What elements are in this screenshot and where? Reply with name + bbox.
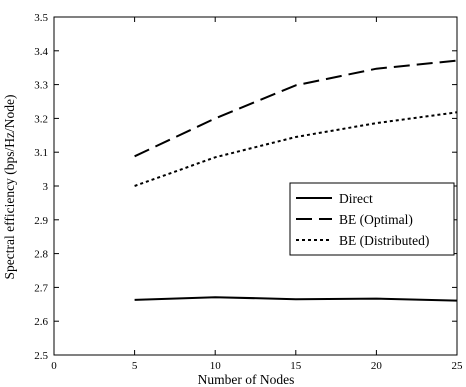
- y-tick-label: 3.5: [34, 12, 48, 24]
- legend: Direct BE (Optimal) BE (Distributed): [289, 182, 455, 256]
- y-tick-label: 3.2: [34, 113, 48, 125]
- y-tick-label: 3: [43, 181, 49, 193]
- series-line-2: [134, 59, 458, 158]
- y-tick-label: 2.7: [34, 282, 48, 294]
- y-tick-label: 3.3: [34, 80, 48, 92]
- x-tick-label: 25: [452, 360, 464, 372]
- x-axis-label: Number of Nodes: [198, 372, 295, 387]
- y-tick-label: 2.5: [34, 350, 48, 362]
- y-axis-label: Spectral efficiency (bps/Hz/Node): [2, 95, 17, 280]
- x-tick-label: 15: [290, 360, 302, 372]
- y-tick-label: 2.8: [34, 249, 48, 261]
- y-tick-label: 2.6: [34, 316, 48, 328]
- y-tick-label: 3.1: [34, 147, 48, 159]
- series-line-3: [134, 111, 458, 187]
- legend-label: BE (Optimal): [339, 212, 413, 227]
- x-tick-label: 10: [210, 360, 222, 372]
- y-tick-label: 2.9: [34, 215, 48, 227]
- legend-label: BE (Distributed): [339, 233, 429, 248]
- x-tick-label: 5: [132, 360, 138, 372]
- ticks: 0 5 10 15 20 25 2.5 2.6 2.7 2.8 2.9 3 3.1 3.2 3.3 3.4 3.…: [34, 12, 463, 372]
- x-tick-label: 20: [371, 360, 383, 372]
- legend-label: Direct: [339, 191, 373, 206]
- legend-box: [289, 182, 455, 256]
- x-tick-label: 0: [51, 360, 57, 372]
- series-lines: [134, 59, 458, 302]
- series-line-1: [134, 296, 458, 302]
- y-tick-label: 3.4: [34, 46, 48, 58]
